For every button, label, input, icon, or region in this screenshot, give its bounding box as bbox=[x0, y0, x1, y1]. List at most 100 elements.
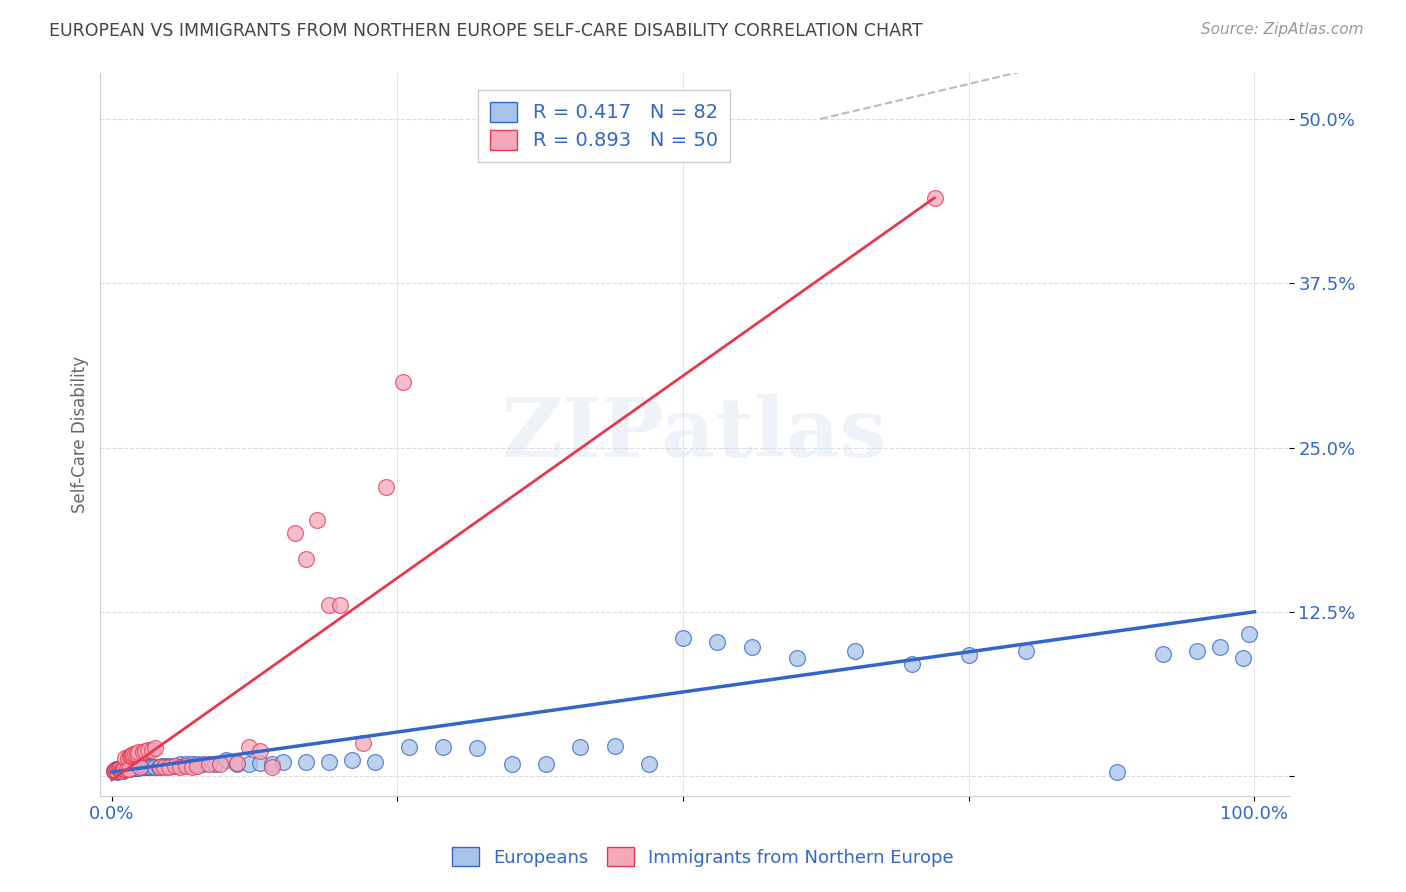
Point bbox=[105, 764, 128, 778]
Text: ZIPatlas: ZIPatlas bbox=[502, 394, 887, 475]
Point bbox=[111, 764, 134, 778]
Point bbox=[136, 760, 159, 774]
Point bbox=[260, 760, 283, 774]
Point bbox=[153, 760, 176, 774]
Point bbox=[198, 757, 221, 772]
Y-axis label: Self-Care Disability: Self-Care Disability bbox=[72, 356, 89, 513]
Point bbox=[114, 750, 136, 764]
Point bbox=[157, 758, 180, 772]
Point bbox=[143, 760, 166, 774]
Point bbox=[1237, 627, 1260, 641]
Point bbox=[112, 763, 135, 777]
Point bbox=[706, 635, 728, 649]
Point bbox=[169, 760, 191, 774]
Point bbox=[112, 763, 135, 777]
Point bbox=[117, 761, 139, 775]
Point bbox=[318, 598, 340, 612]
Point bbox=[249, 744, 271, 758]
Point bbox=[131, 760, 153, 774]
Point bbox=[672, 631, 695, 645]
Point bbox=[1187, 644, 1209, 658]
Point bbox=[1232, 650, 1254, 665]
Point bbox=[125, 747, 148, 761]
Point bbox=[260, 757, 283, 772]
Point bbox=[295, 552, 318, 566]
Point bbox=[103, 764, 125, 778]
Point bbox=[398, 740, 420, 755]
Point bbox=[141, 760, 163, 774]
Point bbox=[352, 736, 374, 750]
Point bbox=[104, 764, 127, 778]
Point bbox=[174, 758, 197, 772]
Point bbox=[163, 758, 186, 772]
Point bbox=[186, 757, 208, 772]
Point bbox=[741, 640, 763, 655]
Point bbox=[120, 761, 142, 775]
Point bbox=[107, 764, 129, 778]
Point bbox=[104, 764, 127, 778]
Point bbox=[150, 758, 173, 772]
Point bbox=[134, 744, 156, 758]
Point bbox=[111, 764, 134, 778]
Point bbox=[186, 758, 208, 772]
Point bbox=[108, 763, 131, 777]
Point bbox=[118, 763, 141, 777]
Point bbox=[375, 480, 398, 494]
Point bbox=[125, 761, 148, 775]
Point bbox=[148, 760, 170, 774]
Point bbox=[215, 753, 238, 767]
Point bbox=[174, 757, 197, 772]
Point bbox=[107, 763, 129, 777]
Point bbox=[111, 763, 134, 777]
Point bbox=[138, 760, 160, 774]
Point bbox=[114, 763, 136, 777]
Point bbox=[115, 761, 138, 775]
Point bbox=[569, 740, 592, 755]
Legend: R = 0.417   N = 82, R = 0.893   N = 50: R = 0.417 N = 82, R = 0.893 N = 50 bbox=[478, 90, 730, 162]
Point bbox=[120, 749, 142, 764]
Point bbox=[180, 760, 202, 774]
Point bbox=[124, 761, 146, 775]
Point bbox=[112, 763, 135, 777]
Point bbox=[501, 757, 523, 772]
Point bbox=[122, 761, 145, 775]
Point bbox=[180, 757, 202, 772]
Point bbox=[115, 763, 138, 777]
Point bbox=[120, 763, 142, 777]
Text: EUROPEAN VS IMMIGRANTS FROM NORTHERN EUROPE SELF-CARE DISABILITY CORRELATION CHA: EUROPEAN VS IMMIGRANTS FROM NORTHERN EUR… bbox=[49, 22, 922, 40]
Point bbox=[193, 757, 215, 772]
Point bbox=[129, 760, 152, 774]
Point bbox=[1152, 647, 1174, 661]
Point bbox=[103, 764, 125, 778]
Point bbox=[129, 760, 152, 774]
Point bbox=[114, 763, 136, 777]
Point bbox=[329, 598, 352, 612]
Point bbox=[1107, 765, 1129, 780]
Point bbox=[844, 644, 866, 658]
Point bbox=[467, 741, 489, 756]
Point bbox=[108, 763, 131, 777]
Point bbox=[107, 763, 129, 777]
Point bbox=[117, 750, 139, 764]
Point bbox=[363, 755, 385, 769]
Point bbox=[295, 755, 318, 769]
Point bbox=[318, 755, 340, 769]
Point bbox=[110, 763, 132, 777]
Point bbox=[226, 757, 249, 772]
Point bbox=[108, 764, 131, 778]
Point bbox=[121, 747, 143, 762]
Point bbox=[105, 763, 128, 777]
Point bbox=[134, 760, 156, 774]
Point bbox=[115, 763, 138, 777]
Point bbox=[209, 757, 232, 772]
Point bbox=[125, 761, 148, 775]
Point bbox=[121, 761, 143, 775]
Point bbox=[238, 757, 260, 772]
Point bbox=[786, 650, 808, 665]
Point bbox=[157, 760, 180, 774]
Point bbox=[226, 756, 249, 770]
Point bbox=[271, 755, 294, 769]
Legend: Europeans, Immigrants from Northern Europe: Europeans, Immigrants from Northern Euro… bbox=[444, 840, 962, 874]
Point bbox=[112, 763, 135, 777]
Point bbox=[169, 757, 191, 772]
